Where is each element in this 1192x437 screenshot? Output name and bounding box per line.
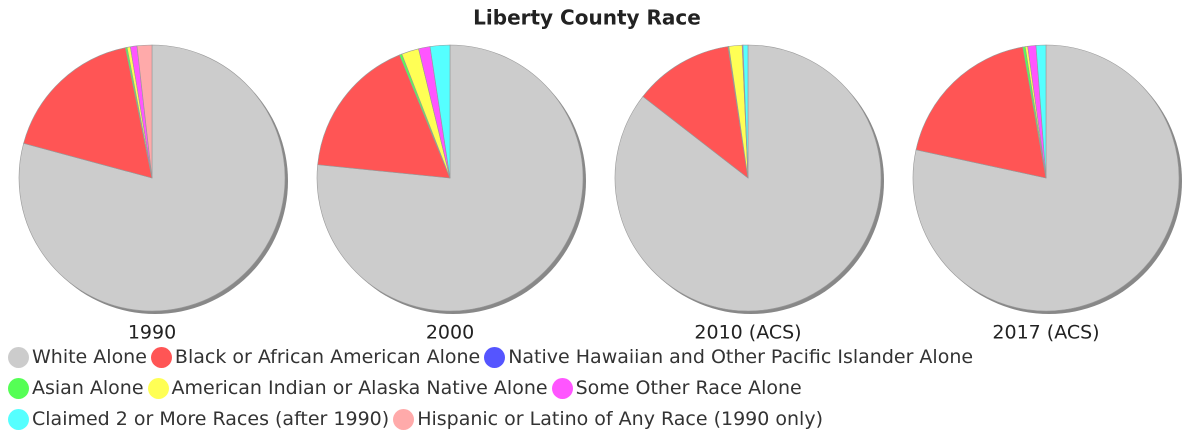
legend-label: Hispanic or Latino of Any Race (1990 onl… — [417, 408, 823, 430]
legend-marker — [150, 347, 172, 368]
legend-marker — [8, 378, 29, 399]
legend-label: Black or African American Alone — [174, 346, 481, 368]
legend-item: White Alone — [8, 346, 147, 369]
legend-item: Native Hawaiian and Other Pacific Island… — [484, 346, 973, 369]
legend: White Alone Black or African American Alo… — [8, 346, 1078, 431]
legend-marker — [8, 409, 29, 430]
pie-slice — [1035, 44, 1047, 179]
pie-slice — [915, 46, 1047, 179]
chart-title: Liberty County Race — [473, 6, 701, 30]
legend-item: Some Other Race Alone — [551, 377, 802, 400]
pie-slice — [642, 46, 749, 179]
pie-slice — [317, 54, 451, 179]
legend-item: Asian Alone — [8, 377, 144, 400]
chart: Liberty County Race 1990 2000 2010 (ACS) 20… — [18, 6, 1182, 344]
pie-slice — [23, 47, 153, 179]
pie-slice — [742, 44, 749, 179]
legend-label: Native Hawaiian and Other Pacific Island… — [508, 346, 974, 368]
legend-marker — [147, 378, 169, 399]
legend-marker — [484, 347, 506, 368]
legend-label: Asian Alone — [32, 377, 144, 399]
legend-item: American Indian or Alaska Native Alone — [147, 377, 548, 400]
pie-label: 2000 — [426, 322, 474, 344]
legend-item: Hispanic or Latino of Any Race (1990 onl… — [393, 408, 823, 431]
legend-label: Some Other Race Alone — [575, 377, 802, 399]
legend-marker — [551, 378, 573, 399]
pie-slice — [429, 44, 451, 179]
legend-item: Black or African American Alone — [150, 346, 481, 369]
legend-marker — [8, 347, 29, 368]
legend-label: Claimed 2 or More Races (after 1990) — [32, 408, 390, 430]
legend-item: Claimed 2 or More Races (after 1990) — [8, 408, 389, 431]
legend-marker — [393, 409, 415, 430]
legend-label: American Indian or Alaska Native Alone — [171, 377, 548, 399]
pie-label: 2010 (ACS) — [694, 322, 801, 344]
pie-label: 1990 — [128, 322, 176, 344]
pie-label: 2017 (ACS) — [992, 322, 1099, 344]
legend-label: White Alone — [32, 346, 147, 368]
pie-slice — [136, 44, 153, 179]
